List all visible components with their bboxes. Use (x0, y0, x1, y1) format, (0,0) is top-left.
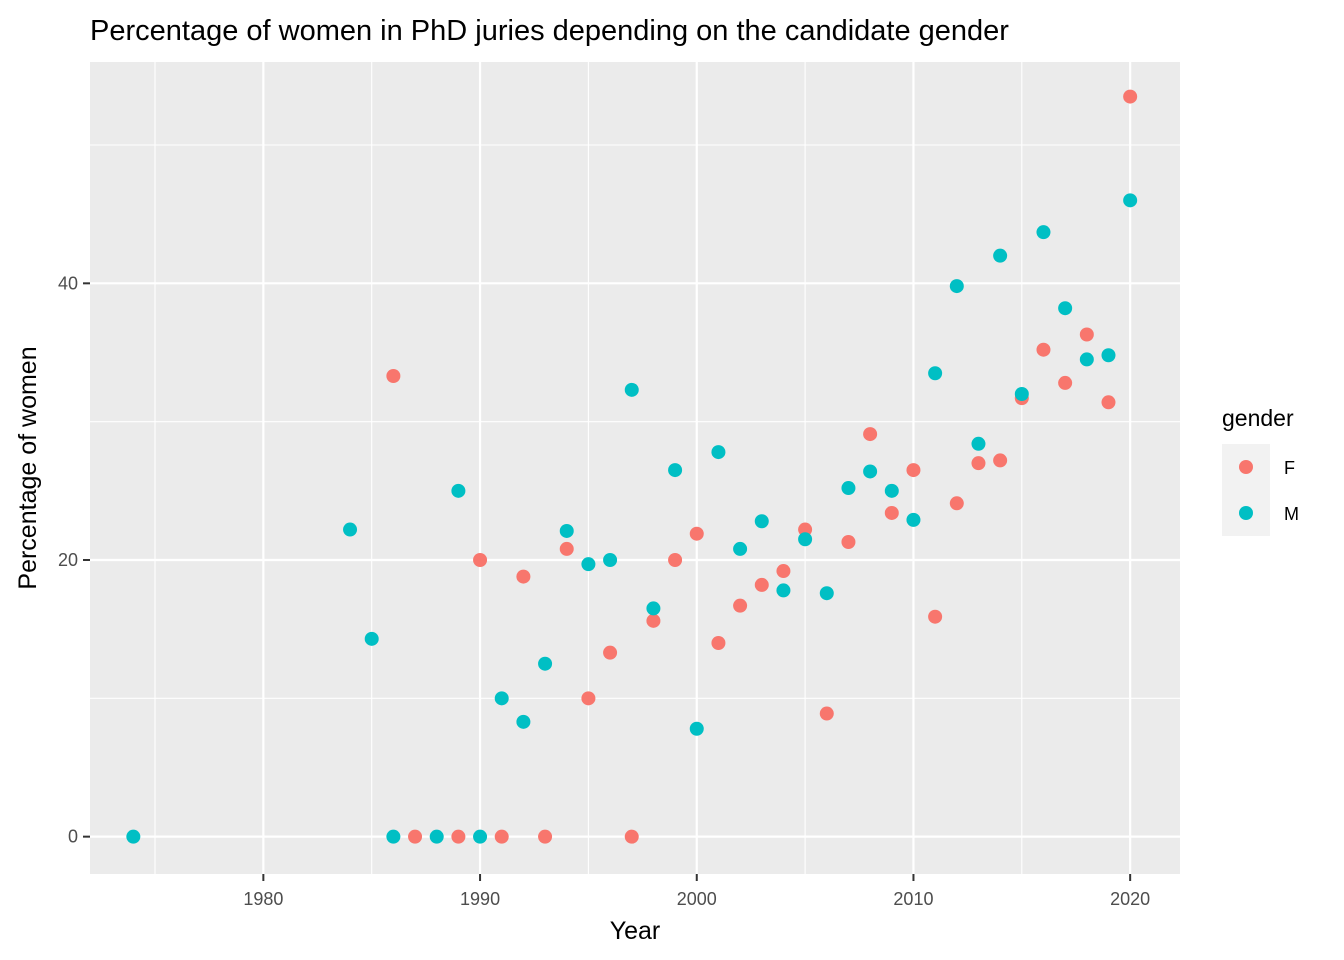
data-point (516, 714, 531, 729)
data-point (581, 691, 596, 706)
data-point (906, 463, 921, 478)
data-point (386, 369, 401, 384)
data-point (603, 645, 618, 660)
data-point (364, 631, 379, 646)
y-tick-label: 20 (58, 550, 78, 570)
data-point (668, 463, 683, 478)
data-point (408, 829, 423, 844)
data-point (754, 514, 769, 529)
data-point (711, 445, 726, 460)
data-point (624, 382, 639, 397)
data-point (1058, 375, 1073, 390)
data-point (711, 635, 726, 650)
y-axis: 0 20 40 (58, 273, 90, 847)
data-point (646, 613, 661, 628)
data-point (1036, 225, 1051, 240)
data-point (754, 577, 769, 592)
data-point (494, 829, 509, 844)
data-point (386, 829, 401, 844)
data-point (473, 552, 488, 567)
data-point (473, 829, 488, 844)
data-point (884, 483, 899, 498)
y-tick-label: 0 (68, 827, 78, 847)
data-point (1101, 395, 1116, 410)
data-point (776, 583, 791, 598)
data-point (798, 522, 813, 537)
data-point (494, 691, 509, 706)
data-point (841, 535, 856, 550)
data-point (581, 557, 596, 572)
chart-title: Percentage of women in PhD juries depend… (90, 15, 1009, 47)
data-point (429, 829, 444, 844)
data-point (863, 427, 878, 442)
data-point (689, 526, 704, 541)
data-point (949, 279, 964, 294)
legend-label-F: F (1284, 458, 1295, 478)
data-point (624, 829, 639, 844)
data-point (516, 569, 531, 584)
data-point (776, 564, 791, 579)
data-point (603, 552, 618, 567)
legend-key-F (1239, 460, 1253, 474)
data-point (646, 601, 661, 616)
data-point (928, 609, 943, 624)
series-F (386, 89, 1138, 844)
data-point (1058, 301, 1073, 316)
legend-label-M: M (1284, 504, 1299, 524)
data-points (126, 89, 1138, 844)
data-point (1123, 193, 1138, 208)
data-point (906, 512, 921, 527)
data-point (971, 436, 986, 451)
y-axis-title: Percentage of women (14, 346, 42, 589)
data-point (126, 829, 141, 844)
y-tick-label: 40 (58, 273, 78, 293)
data-point (668, 552, 683, 567)
data-point (538, 656, 553, 671)
data-point (559, 541, 574, 556)
data-point (451, 483, 466, 498)
data-point (971, 456, 986, 471)
legend-key-background (1222, 444, 1270, 536)
data-point (1036, 342, 1051, 357)
x-tick-label: 2010 (893, 889, 933, 909)
data-point (1014, 386, 1029, 401)
data-point (993, 248, 1008, 263)
data-point (733, 541, 748, 556)
x-tick-label: 1980 (243, 889, 283, 909)
data-point (343, 522, 358, 537)
x-axis-title: Year (610, 917, 661, 945)
data-point (993, 453, 1008, 468)
data-point (863, 464, 878, 479)
data-point (819, 586, 834, 601)
data-point (884, 505, 899, 520)
data-point (451, 829, 466, 844)
series-M (126, 193, 1138, 844)
data-point (689, 721, 704, 736)
data-point (733, 598, 748, 613)
data-point (798, 532, 813, 547)
x-tick-label: 1990 (460, 889, 500, 909)
data-point (1101, 348, 1116, 363)
data-point (559, 523, 574, 538)
x-axis: 1980 1990 2000 2010 2020 (243, 874, 1150, 909)
x-tick-label: 2000 (677, 889, 717, 909)
x-tick-label: 2020 (1110, 889, 1150, 909)
data-point (841, 481, 856, 496)
legend: gender F M (1222, 405, 1299, 536)
data-point (1123, 89, 1138, 104)
legend-key-M (1239, 506, 1253, 520)
legend-title: gender (1222, 405, 1294, 431)
data-point (819, 706, 834, 721)
data-point (928, 366, 943, 381)
data-point (1079, 352, 1094, 367)
plot-panel (90, 62, 1180, 874)
data-point (1079, 327, 1094, 342)
data-point (949, 496, 964, 511)
data-point (538, 829, 553, 844)
